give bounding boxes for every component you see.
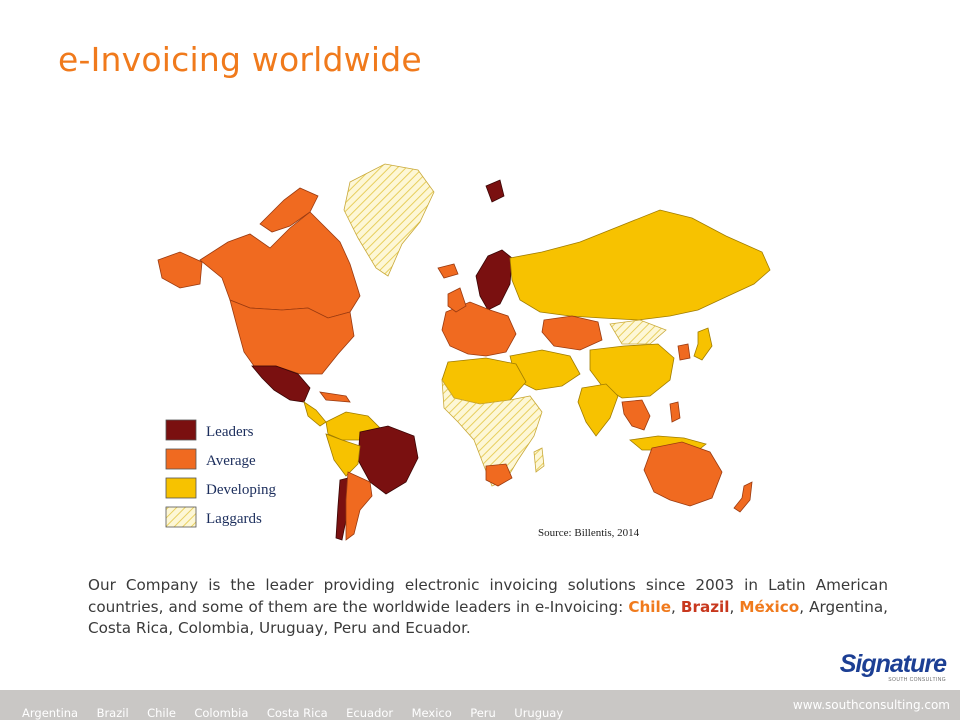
legend-label-average: Average <box>206 453 256 469</box>
region-australia <box>643 441 723 507</box>
legend-swatch-developing <box>165 477 197 499</box>
highlight-brazil: Brazil <box>680 597 730 616</box>
page-title: e-Invoicing worldwide <box>58 40 422 79</box>
signature-logo: Signature SOUTH CONSULTING <box>839 650 947 683</box>
region-china <box>589 343 675 399</box>
region-svalbard <box>485 179 505 203</box>
world-map: Leaders Average Developing Laggards Sour… <box>150 160 780 550</box>
region-southeast-asia <box>621 399 651 431</box>
footer-link-mexico[interactable]: Mexico <box>411 706 452 720</box>
region-scandinavia <box>475 249 513 311</box>
region-kazakhstan <box>541 315 603 351</box>
region-korea <box>677 343 691 361</box>
footer-bar: Argentina Brazil Chile Colombia Costa Ri… <box>0 690 960 720</box>
region-peru-ecuador <box>325 433 361 477</box>
region-western-europe <box>441 301 517 357</box>
legend-label-developing: Developing <box>206 482 276 498</box>
region-india <box>577 383 619 437</box>
highlight-mexico: México <box>739 597 800 616</box>
footer-link-uruguay[interactable]: Uruguay <box>514 706 564 720</box>
legend-label-leaders: Leaders <box>206 424 254 440</box>
map-source: Source: Billentis, 2014 <box>538 527 640 539</box>
legend-swatch-laggards <box>165 506 197 528</box>
region-south-africa <box>485 463 513 487</box>
footer-link-ecuador[interactable]: Ecuador <box>346 706 394 720</box>
region-iceland <box>437 263 459 279</box>
region-madagascar <box>533 447 545 473</box>
region-arctic-islands <box>259 187 319 233</box>
logo-name: Signature <box>839 650 947 678</box>
region-japan <box>693 327 713 361</box>
highlight-chile: Chile <box>628 597 672 616</box>
map-legend: Leaders Average Developing Laggards <box>165 419 276 528</box>
region-greenland <box>343 163 435 277</box>
footer-website-link[interactable]: www.southconsulting.com <box>792 698 950 712</box>
region-argentina <box>345 471 373 541</box>
footer-country-nav: Argentina Brazil Chile Colombia Costa Ri… <box>22 704 577 722</box>
region-usa <box>229 299 355 375</box>
region-africa <box>441 378 543 487</box>
footer-link-chile[interactable]: Chile <box>147 706 176 720</box>
description-text: Our Company is the leader providing elec… <box>88 576 888 637</box>
legend-swatch-leaders <box>165 419 197 441</box>
footer-link-peru[interactable]: Peru <box>470 706 496 720</box>
region-philippines <box>669 401 681 423</box>
legend-swatch-average <box>165 448 197 470</box>
region-mongolia <box>609 319 667 345</box>
region-new-zealand <box>733 481 753 513</box>
footer-link-brazil[interactable]: Brazil <box>96 706 129 720</box>
region-north-africa <box>441 357 527 405</box>
region-uk-ireland <box>447 287 467 313</box>
region-russia <box>509 209 771 321</box>
footer-link-colombia[interactable]: Colombia <box>194 706 249 720</box>
footer-link-costa-rica[interactable]: Costa Rica <box>266 706 328 720</box>
footer-link-argentina[interactable]: Argentina <box>22 706 79 720</box>
region-alaska <box>157 251 203 289</box>
logo-tagline: SOUTH CONSULTING <box>888 677 946 683</box>
region-central-america <box>303 401 327 427</box>
region-caribbean <box>319 391 351 403</box>
legend-label-laggards: Laggards <box>206 511 262 527</box>
region-brazil <box>357 425 419 495</box>
